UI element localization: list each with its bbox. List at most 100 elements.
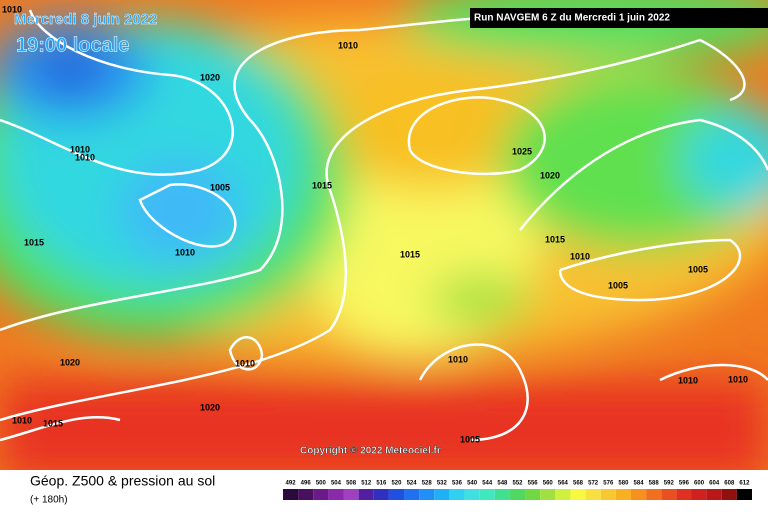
scale-label: 576 [603,481,614,487]
scale-swatch [283,489,299,500]
run-box [470,8,768,28]
scale-label: 532 [437,481,448,487]
scale-label: 548 [497,481,508,487]
scale-label: 512 [361,481,372,487]
scale-swatch [509,489,526,500]
geopotential-field [0,0,768,480]
scale-swatch [494,489,510,500]
scale-swatch [479,489,495,500]
scale-label: 600 [694,481,705,487]
scale-swatch [555,489,571,500]
scale-swatch [298,489,314,500]
scale-label: 492 [286,481,297,487]
isobar-label: 1020 [200,72,220,82]
scale-swatch [646,489,662,500]
scale-label: 580 [618,481,629,487]
scale-label: 528 [422,481,433,487]
scale-swatch [328,489,344,500]
scale-swatch [419,489,435,500]
forecast-time: 19:00 locale [16,34,129,56]
scale-label: 524 [407,481,418,487]
scale-swatch [691,489,707,500]
isobar-label: 1015 [545,234,565,244]
isobar-label: 1010 [678,375,698,385]
isobar [0,9,234,176]
scale-label: 536 [452,481,463,487]
scale-label: 504 [331,481,342,487]
scale-swatch [570,489,586,500]
scale-label: 556 [528,481,539,487]
scale-swatch [464,489,480,500]
footer-lead: (+ 180h) [30,495,68,506]
forecast-date: Mercredi 8 juin 2022 [14,11,157,28]
run-info: Run NAVGEM 6 Z du Mercredi 1 juin 2022 [474,13,670,24]
isobar-label: 1020 [60,357,80,367]
isobar [138,183,237,248]
isobar-label: 1020 [540,170,560,180]
scale-label: 596 [679,481,690,487]
isobar-label: 1010 [448,354,468,364]
isobar-label: 1005 [210,182,230,192]
footer-title: Géop. Z500 & pression au sol [30,473,215,489]
scale-label: 588 [649,481,660,487]
isobar [0,14,601,332]
isobar-label: 1010 [235,358,255,368]
scale-swatch [313,489,329,500]
scale-label: 540 [467,481,478,487]
scale-swatch [600,489,616,500]
scale-label: 584 [634,481,645,487]
scale-label: 592 [664,481,675,487]
isobar-label: 1015 [312,180,332,190]
scale-swatch [706,489,722,500]
scale-label: 544 [482,481,493,487]
isobar [418,343,529,442]
isobar-label: 1010 [175,247,195,257]
isobar-label: 1025 [512,146,532,156]
isobar-label: 1005 [608,280,628,290]
scale-label: 500 [316,481,327,487]
isobar [407,96,546,176]
scale-label: 516 [376,481,387,487]
isobar-label: 1015 [43,418,63,428]
isobar-label: 1010 [338,40,358,50]
scale-swatch [615,489,631,500]
scale-swatch [449,489,465,500]
isobar-label: 1010 [70,144,90,154]
isobar [0,416,121,442]
scale-swatch [434,489,450,500]
isobar [519,118,768,231]
isobar [558,238,742,302]
isobar-label: 1010 [2,4,22,14]
scale-swatch [373,489,389,500]
scale-swatch [358,489,374,500]
scale-label: 552 [512,481,523,487]
isobar [228,336,264,371]
scale-swatch [721,489,737,500]
isobar-label: 1015 [24,237,44,247]
isobar-label: 1010 [75,152,95,162]
scale-swatch [525,489,541,500]
isobar-label: 1010 [570,251,590,261]
scale-swatch [343,489,359,500]
scale-label: 508 [346,481,357,487]
isobar [659,363,768,382]
scale-swatch [585,489,601,500]
isobar-label: 1015 [400,249,420,259]
isobar-label: 1005 [688,264,708,274]
scale-swatch [540,489,556,500]
scale-label: 564 [558,481,569,487]
scale-label: 604 [709,481,720,487]
scale-label: 560 [543,481,554,487]
isobars [0,9,768,442]
scale-label: 520 [391,481,402,487]
scale-swatch [630,489,647,500]
isobar-label: 1020 [200,402,220,412]
scale-label: 496 [301,481,312,487]
scale-label: 568 [573,481,584,487]
scale-label: 612 [739,481,750,487]
isobar-label: 1010 [728,374,748,384]
scale-label: 572 [588,481,599,487]
isobar-label: 1005 [460,434,480,444]
scale-swatch [388,489,405,500]
